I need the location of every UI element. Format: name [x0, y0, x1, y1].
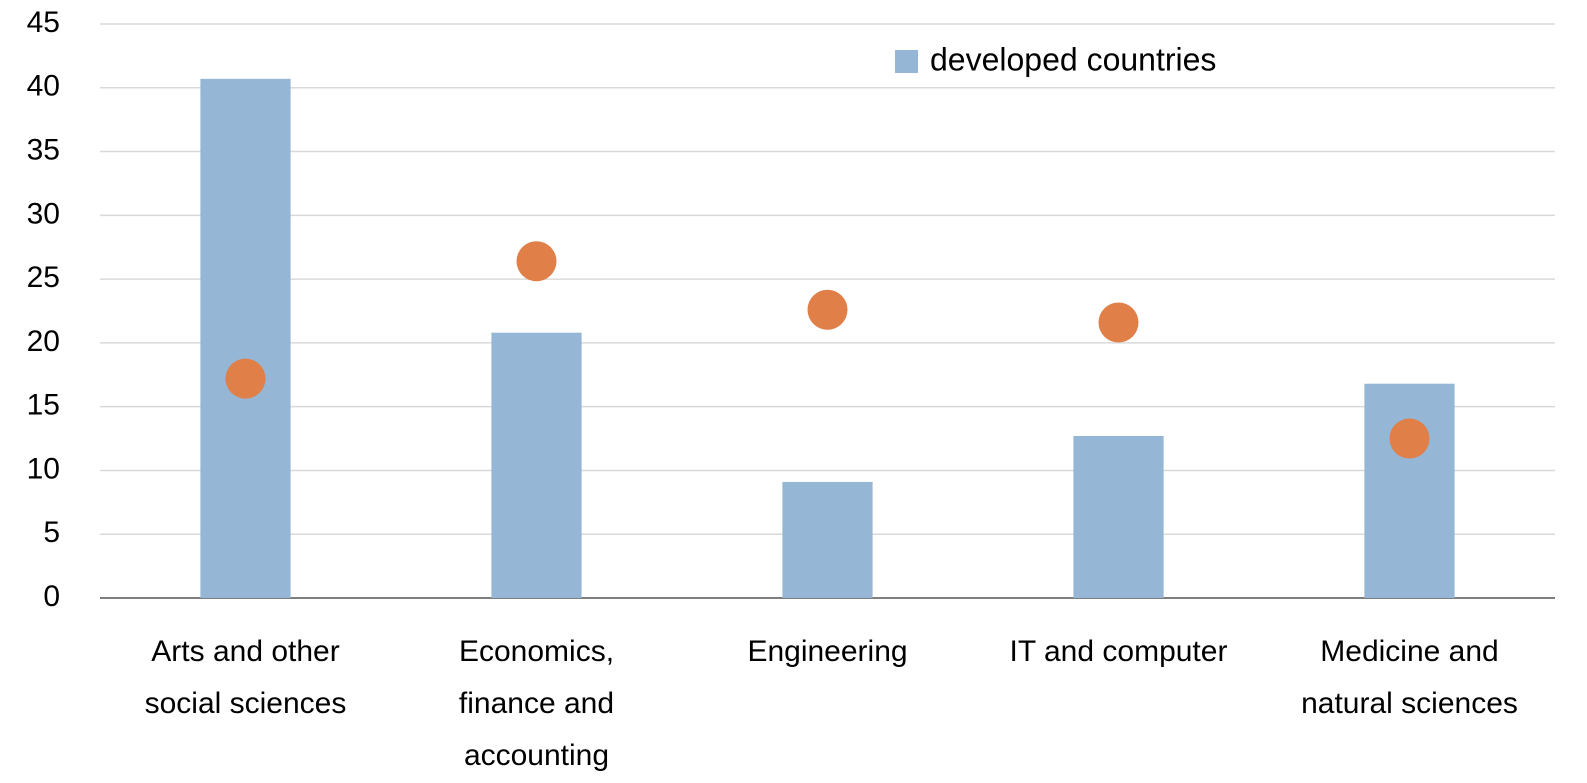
x-tick-label: IT and computer — [1009, 635, 1228, 668]
y-tick-label: 10 — [27, 452, 60, 485]
bar — [782, 481, 873, 598]
y-tick-label: 45 — [27, 6, 60, 39]
dot — [807, 289, 848, 330]
dot — [516, 241, 557, 282]
y-tick-label: 5 — [43, 516, 60, 549]
x-tick-label: Engineering — [747, 635, 908, 668]
bar — [491, 332, 582, 598]
bar — [1073, 436, 1164, 598]
y-tick-label: 25 — [27, 261, 60, 294]
y-tick-label: 30 — [27, 197, 60, 230]
legend-label: developed countries — [930, 41, 1216, 77]
y-tick-label: 40 — [27, 70, 60, 103]
y-tick-label: 35 — [27, 133, 60, 166]
x-tick-label: Medicine and natural sciences — [1301, 635, 1518, 720]
dot — [225, 358, 266, 399]
y-tick-label: 0 — [43, 580, 60, 613]
bar — [200, 78, 291, 599]
x-tick-label: Economics, finance and accounting — [458, 635, 615, 772]
bar — [1364, 383, 1455, 598]
x-tick-label: Arts and other social sciences — [144, 635, 347, 720]
dot — [1389, 418, 1430, 459]
y-tick-label: 20 — [27, 325, 60, 358]
dot — [1098, 302, 1139, 343]
y-tick-label: 15 — [27, 389, 60, 422]
legend-swatch — [895, 50, 918, 73]
